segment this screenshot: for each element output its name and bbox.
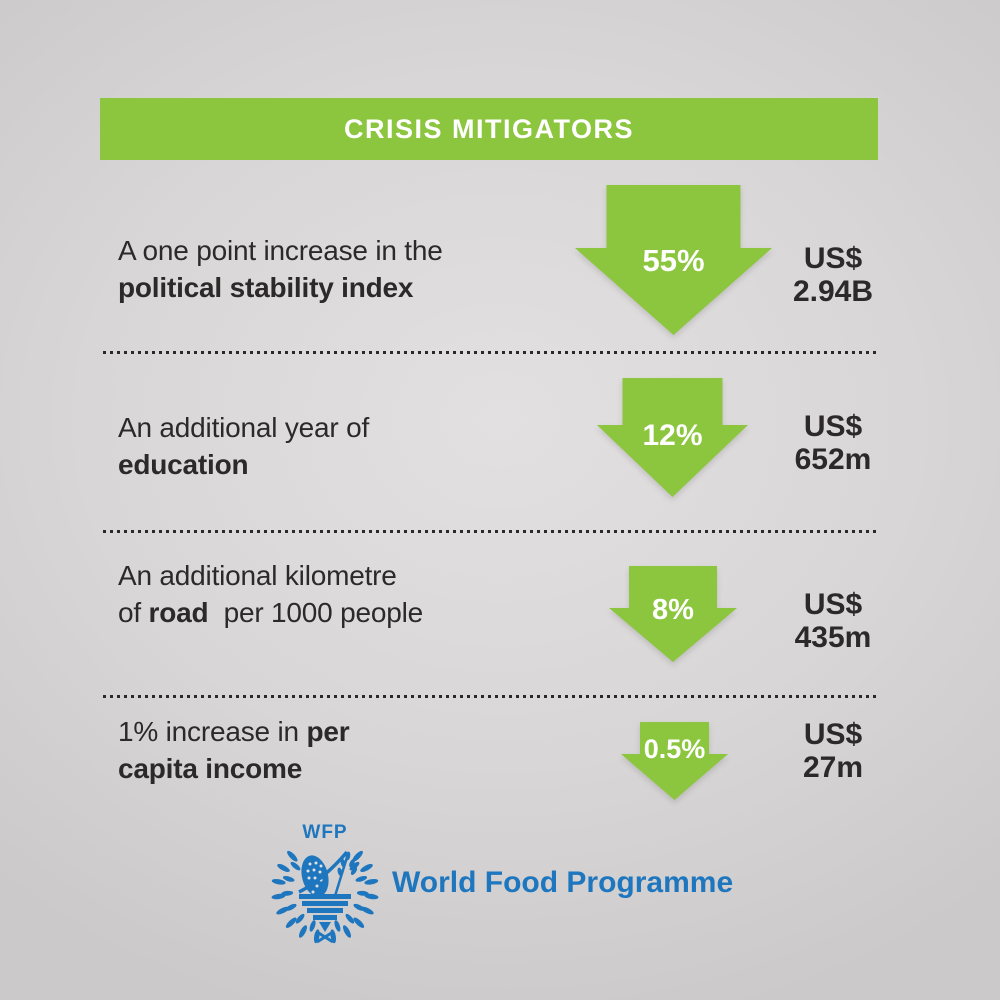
mitigator-description-income: 1% increase in per capita income bbox=[118, 713, 568, 787]
description-line: A one point increase in the bbox=[118, 232, 568, 269]
description-line: political stability index bbox=[118, 269, 568, 306]
wfp-logo-name: World Food Programme bbox=[392, 866, 734, 899]
currency-label: US$ bbox=[803, 242, 863, 275]
value-income: US$ 27m bbox=[763, 718, 903, 784]
currency-label: US$ bbox=[803, 410, 863, 443]
amount-label: 652m bbox=[794, 443, 872, 476]
value-road: US$ 435m bbox=[763, 588, 903, 654]
value-political-stability: US$ 2.94B bbox=[763, 242, 903, 308]
description-text: 1% increase in bbox=[118, 716, 307, 747]
mitigator-description-political-stability: A one point increase in the political st… bbox=[118, 232, 568, 306]
dotted-separator bbox=[103, 351, 877, 354]
dotted-separator bbox=[103, 530, 877, 533]
description-text: A one point increase in the bbox=[118, 235, 443, 266]
decrease-arrow-icon: 55% bbox=[575, 185, 772, 335]
currency-label: US$ bbox=[803, 588, 863, 621]
description-text-bold: road bbox=[148, 597, 209, 628]
currency-label: US$ bbox=[803, 718, 863, 751]
description-text: An additional year of bbox=[118, 412, 370, 443]
page-title: CRISIS MITIGATORS bbox=[343, 113, 634, 144]
decrease-arrow-icon: 0.5% bbox=[621, 722, 728, 800]
laurel-wreath bbox=[271, 850, 379, 944]
description-line: capita income bbox=[118, 750, 568, 787]
description-text-bold: education bbox=[118, 449, 249, 480]
description-line: An additional kilometre bbox=[118, 557, 568, 594]
amount-label: 2.94B bbox=[792, 275, 874, 308]
corn-icon bbox=[301, 855, 329, 897]
description-text-bold: capita income bbox=[118, 753, 303, 784]
decrease-arrow-icon: 12% bbox=[597, 378, 748, 497]
sheaf-icon bbox=[299, 894, 351, 932]
wheat-icon bbox=[298, 850, 358, 897]
title-banner: CRISIS MITIGATORS bbox=[100, 98, 878, 160]
mitigator-description-road: An additional kilometre of road per 1000… bbox=[118, 557, 568, 631]
wfp-emblem-icon: WFP bbox=[271, 822, 379, 944]
description-text: of bbox=[118, 597, 149, 628]
wfp-acronym: WFP bbox=[302, 822, 347, 843]
description-line: 1% increase in per bbox=[118, 713, 568, 750]
description-text-bold: per bbox=[306, 716, 350, 747]
percent-label: 12% bbox=[642, 419, 703, 452]
description-text-bold: political stability index bbox=[118, 272, 414, 303]
amount-label: 435m bbox=[794, 621, 872, 654]
description-line: of road per 1000 people bbox=[118, 594, 568, 631]
dotted-separator bbox=[103, 695, 877, 698]
amount-label: 27m bbox=[802, 751, 864, 784]
percent-label: 55% bbox=[642, 243, 705, 278]
value-education: US$ 652m bbox=[763, 410, 903, 476]
percent-label: 0.5% bbox=[643, 734, 706, 764]
decrease-arrow-icon: 8% bbox=[609, 566, 737, 662]
percent-label: 8% bbox=[652, 594, 694, 626]
description-text: An additional kilometre bbox=[118, 560, 397, 591]
mitigator-description-education: An additional year of education bbox=[118, 409, 568, 483]
description-text: per 1000 people bbox=[208, 597, 424, 628]
description-line: education bbox=[118, 446, 568, 483]
description-line: An additional year of bbox=[118, 409, 568, 446]
